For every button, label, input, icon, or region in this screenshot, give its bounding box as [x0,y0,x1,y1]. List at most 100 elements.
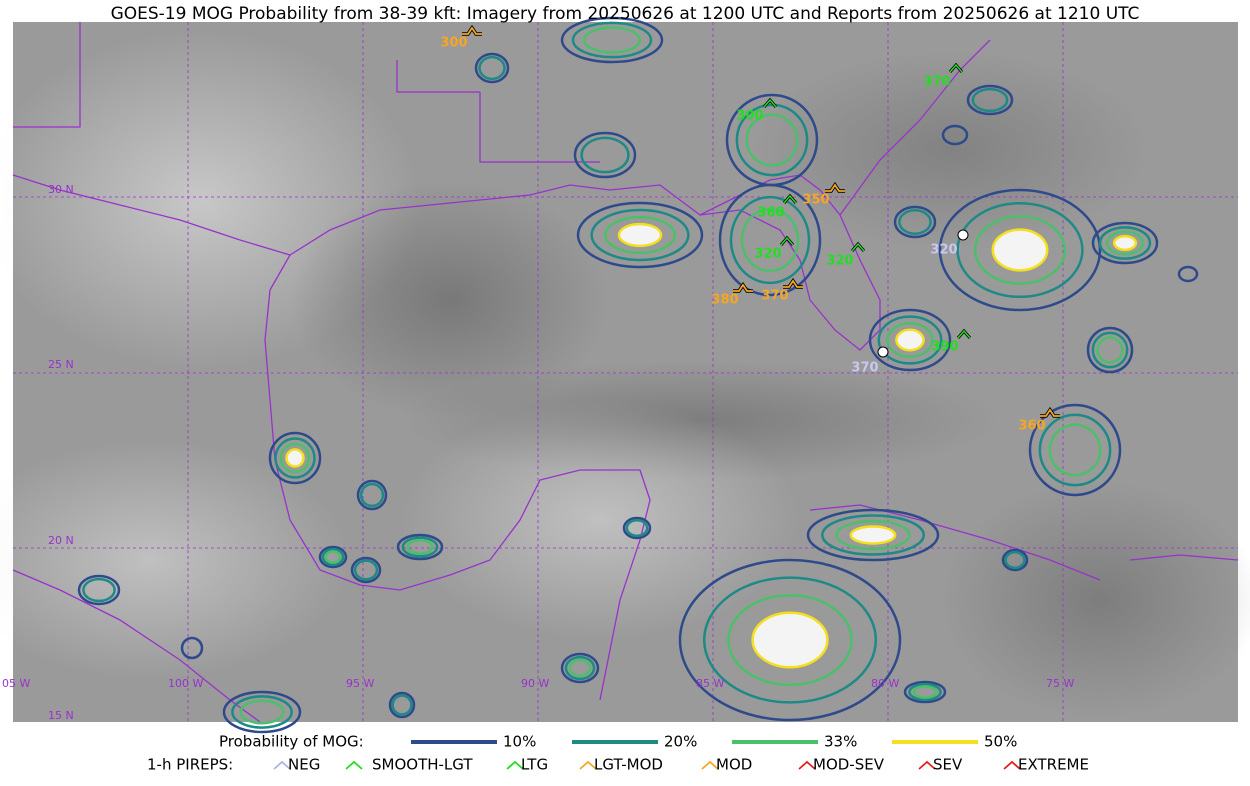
lat-label: 25 N [48,358,74,371]
contour [938,188,1102,312]
pirep-label: 320 [754,247,781,262]
pirep-symbol [462,26,482,35]
pirep-label: 370 [851,361,878,376]
contour [956,201,1084,299]
lat-label: 20 N [48,534,74,547]
legend-label: MOD [716,756,752,774]
contour [1098,226,1152,260]
contour [231,695,293,729]
legend-label: LGT-MOD [594,756,663,774]
contour [727,593,853,687]
legend-label: SMOOTH-LGT [372,756,473,774]
contour [912,685,938,699]
legend-label: LTG [521,756,548,774]
contour [908,682,942,702]
legend-title: Probability of MOG: [219,733,364,751]
lon-label: 85 W [696,677,724,690]
legend-label: 33% [824,733,857,751]
lon-label: 75 W [1046,677,1074,690]
pirep-label: 320 [930,243,957,258]
contour [1177,265,1199,283]
contour [568,658,592,678]
legend-label: EXTREME [1018,756,1089,774]
pirep-symbol [783,194,797,204]
contour [735,103,809,177]
pirep-symbol [851,242,865,252]
contour [1091,331,1129,369]
contour [1091,221,1159,265]
legend-label: SEV [933,756,963,774]
pirep-label: 350 [802,193,829,208]
contour [806,508,940,562]
contour [576,201,704,269]
contour [740,207,800,273]
pirep-symbol [780,236,794,246]
contour [1096,336,1124,364]
contour [180,636,204,660]
contour [877,315,943,365]
legend: Probability of MOG: 10% 20% 33% 50% 1-h PIREP… [147,733,1089,774]
contour [560,16,664,64]
pirep-label: 380 [711,293,738,308]
legend-label: 20% [664,733,697,751]
legend-symbol [345,760,363,770]
legend-label: 50% [984,733,1017,751]
lon-label: 05 W [2,677,30,690]
title: GOES-19 MOG Probability from 38-39 kft: … [111,4,1140,24]
lon-label: 95 W [346,677,374,690]
contour [1004,550,1026,570]
pirep-symbol [825,183,845,192]
contour [279,442,311,474]
pirep-label: 360 [757,206,784,221]
contour [604,215,676,255]
contour [77,574,121,606]
contour [406,539,434,555]
legend-symbol [798,760,816,770]
contour [751,611,829,669]
contour [590,208,690,262]
contour [1086,326,1134,374]
legend-symbol [273,760,291,770]
contour [868,308,952,372]
legend-title: 1-h PIREPS: [147,756,233,774]
contour [1048,423,1102,477]
contour [622,516,652,540]
contour [617,222,663,248]
pirep-symbol [957,329,971,339]
pirep-symbol [763,98,777,108]
contour [973,215,1067,285]
pirep-symbol [783,279,803,288]
legend-symbol [579,760,597,770]
legend-label: MOD-SEV [813,756,885,774]
contour [222,690,302,734]
contour [729,195,811,285]
contour [274,437,316,479]
pirep-label: 390 [931,340,958,355]
contour [478,55,506,81]
contour [971,87,1009,113]
contour [678,558,902,722]
legend-label: 10% [503,733,536,751]
contour [745,113,799,167]
contour [886,321,934,359]
legend-symbol [701,760,719,770]
contour [903,680,947,704]
contour [356,479,388,511]
contour [991,228,1049,272]
lat-label: 15 N [48,709,74,722]
pirep-symbol [877,346,889,358]
contour [564,655,596,681]
contour [849,525,897,545]
pirep-symbol [957,229,969,241]
lon-label: 80 W [871,677,899,690]
pirep-symbol [733,283,753,292]
pirep-symbol [949,63,963,73]
contour [835,519,911,551]
contour [582,26,642,54]
imagery-texture [0,30,1250,720]
contour [573,131,637,179]
contour [82,577,116,603]
contour [285,448,305,468]
contour [560,652,600,684]
